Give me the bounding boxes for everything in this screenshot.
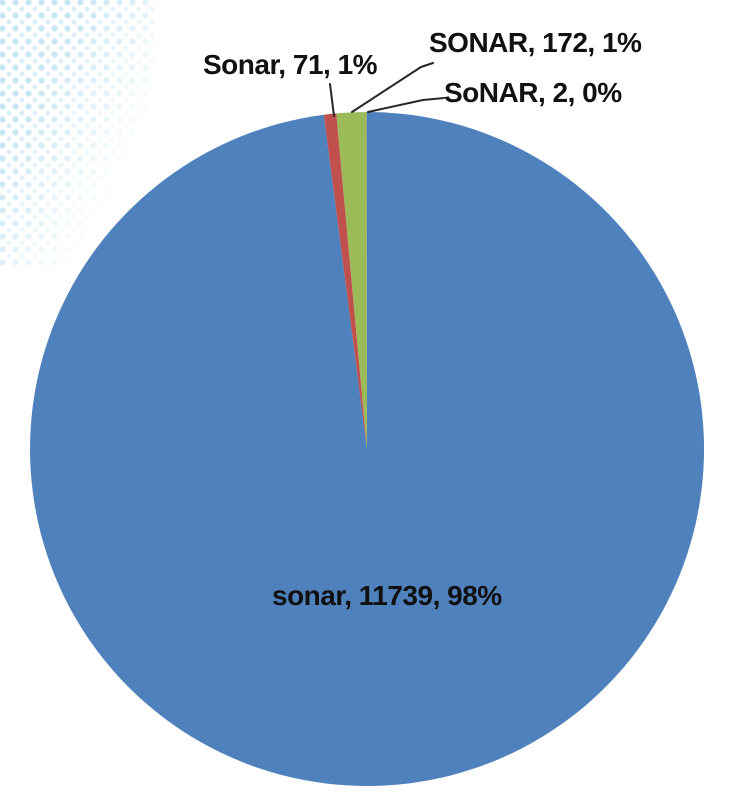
leader-line-sonar-71 xyxy=(329,83,335,117)
leader-line-sonar-2 xyxy=(367,97,445,113)
slice-label-sonar-main: sonar, 11739, 98% xyxy=(272,580,502,611)
pie-slice-sonar xyxy=(30,112,705,786)
pie-slices-group xyxy=(30,111,705,786)
slice-label-sonar-172: SONAR, 172, 1% xyxy=(429,27,642,58)
pie-slice-Sonar xyxy=(323,113,367,450)
pie-slice-SONAR xyxy=(336,112,367,449)
slice-label-sonar-71: Sonar, 71, 1% xyxy=(203,49,378,80)
slice-label-sonar-2: SoNAR, 2, 0% xyxy=(444,77,622,108)
leader-line-sonar-172 xyxy=(351,62,434,113)
